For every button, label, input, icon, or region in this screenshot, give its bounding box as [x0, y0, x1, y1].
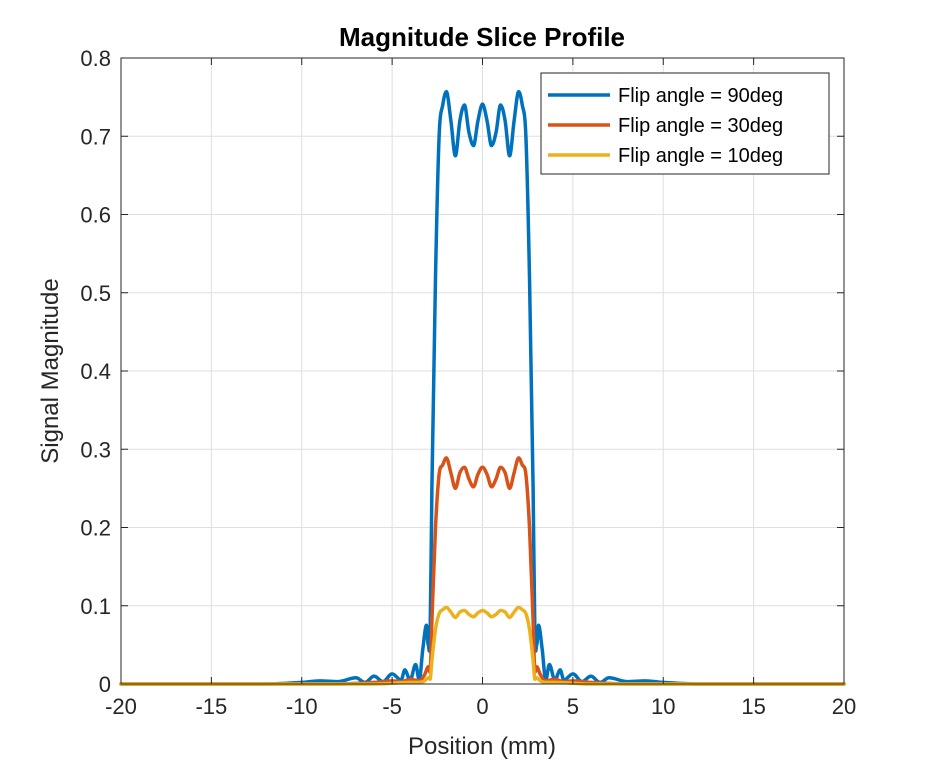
legend-label-10deg: Flip angle = 10deg: [618, 145, 783, 167]
y-tick-label: 0.4: [80, 359, 111, 384]
y-tick-label: 0.6: [80, 203, 111, 228]
y-tick-label: 0.1: [80, 594, 111, 619]
x-tick-label: -20: [105, 694, 137, 719]
x-tick-label: 5: [567, 694, 579, 719]
y-axis-title: Signal Magnitude: [37, 278, 64, 463]
y-tick-label: 0.2: [80, 516, 111, 541]
x-tick-label: 20: [832, 694, 856, 719]
legend-label-90deg: Flip angle = 90deg: [618, 85, 783, 107]
y-tick-label: 0.7: [80, 124, 111, 149]
x-tick-label: 0: [476, 694, 488, 719]
series-line-10deg: [119, 605, 846, 686]
ticks: -20 -15 -10 -5 0 5 10 15 20 0 0.1 0.2 0.3 0.4 0.5 0.6 0.…: [80, 46, 856, 719]
series-line-90deg: [119, 89, 846, 686]
series-layer: [119, 89, 846, 686]
y-tick-label: 0.5: [80, 281, 111, 306]
legend: Flip angle = 90deg Flip angle = 30deg Fl…: [540, 72, 830, 175]
legend-label-30deg: Flip angle = 30deg: [618, 115, 783, 137]
x-tick-label: -15: [195, 694, 227, 719]
chart-title: Magnitude Slice Profile: [339, 22, 625, 52]
y-tick-label: 0.3: [80, 437, 111, 462]
x-axis-title: Position (mm): [408, 733, 556, 760]
x-tick-label: 10: [651, 694, 675, 719]
y-tick-label: 0: [99, 672, 111, 697]
y-tick-label: 0.8: [80, 46, 111, 71]
series-line-30deg: [119, 456, 846, 686]
x-tick-label: 15: [741, 694, 765, 719]
x-tick-label: -10: [286, 694, 318, 719]
x-tick-label: -5: [382, 694, 402, 719]
